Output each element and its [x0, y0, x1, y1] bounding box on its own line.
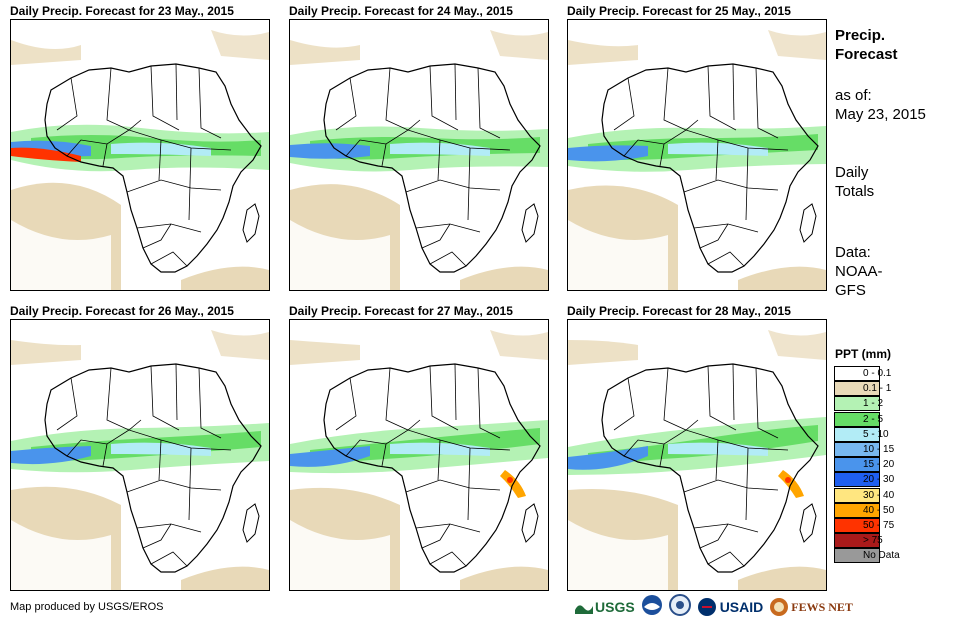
legend-swatch: [834, 426, 880, 442]
panel-title: Daily Precip. Forecast for 24 May., 2015: [289, 4, 513, 18]
fewsnet-logo-icon: FEWS NET: [769, 597, 853, 617]
legend-label: 30 - 40: [863, 489, 895, 501]
legend-label: 0 - 0.1: [863, 368, 892, 379]
asof-block: as of: May 23, 2015: [835, 86, 926, 124]
panel-title: Daily Precip. Forecast for 26 May., 2015: [10, 304, 234, 318]
totals-line: Daily: [835, 164, 869, 181]
logo-strip: USGS USAID FEWS NET: [575, 593, 853, 621]
legend-label: 40 - 50: [863, 504, 895, 516]
panel-title: Daily Precip. Forecast for 23 May., 2015: [10, 4, 234, 18]
legend-swatch: [834, 472, 880, 488]
legend-swatch: [834, 487, 880, 503]
data-source-line: Data:: [835, 244, 871, 261]
precip-map-day6: [567, 319, 827, 591]
usaid-logo-text: USAID: [719, 599, 764, 615]
legend-swatch: [834, 442, 880, 457]
legend-swatch: [834, 533, 880, 549]
legend-label: > 75: [863, 535, 883, 547]
legend-label: No Data: [863, 550, 900, 562]
fewsnet-logo-text: FEWS NET: [791, 599, 853, 614]
panel-title: Daily Precip. Forecast for 27 May., 2015: [289, 304, 513, 318]
data-source-block: Data: NOAA- GFS: [835, 243, 883, 300]
legend-swatch: [834, 381, 880, 397]
usaid-logo-icon: USAID: [697, 597, 764, 617]
panel-title: Daily Precip. Forecast for 25 May., 2015: [567, 4, 791, 18]
legend-label: 1 - 2: [863, 398, 884, 410]
legend-swatch: [834, 457, 880, 473]
asof-label: as of:: [835, 87, 872, 104]
legend-swatch: [834, 366, 880, 381]
data-source-line: GFS: [835, 282, 866, 299]
noaa-logo-icon: [641, 594, 663, 621]
precip-map-day2: [289, 19, 549, 291]
precip-map-day5: [289, 319, 549, 591]
side-title-line: Forecast: [835, 46, 898, 63]
usgs-logo-text: USGS: [595, 599, 635, 615]
legend-label: 0.1 - 1: [863, 383, 892, 395]
map-credit: Map produced by USGS/EROS: [10, 601, 164, 613]
legend-label: 10 - 15: [863, 444, 895, 455]
agency-seal-icon: [668, 593, 691, 621]
legend-label: 50 - 75: [863, 520, 895, 531]
totals-block: Daily Totals: [835, 163, 874, 201]
precip-map-day1: [10, 19, 270, 291]
legend-label: 5 - 10: [863, 428, 889, 440]
legend-label: 20 - 30: [863, 474, 895, 486]
usgs-logo-icon: USGS: [575, 599, 635, 615]
legend-swatch: [834, 411, 880, 427]
asof-date: May 23, 2015: [835, 106, 926, 123]
legend-label: 2 - 5: [863, 413, 884, 425]
legend-swatch: [834, 502, 880, 518]
legend-label: 15 - 20: [863, 459, 895, 471]
legend-swatch: [834, 396, 880, 412]
totals-line: Totals: [835, 183, 875, 200]
side-title-line: Precip.: [835, 27, 886, 44]
side-title: Precip. Forecast: [835, 26, 898, 64]
precip-map-day3: [567, 19, 827, 291]
data-source-line: NOAA-: [835, 263, 883, 280]
legend-title: PPT (mm): [835, 347, 892, 361]
panel-title: Daily Precip. Forecast for 28 May., 2015: [567, 304, 791, 318]
precip-map-day4: [10, 319, 270, 591]
legend-swatch: [834, 518, 880, 533]
legend-swatch: [834, 548, 880, 564]
